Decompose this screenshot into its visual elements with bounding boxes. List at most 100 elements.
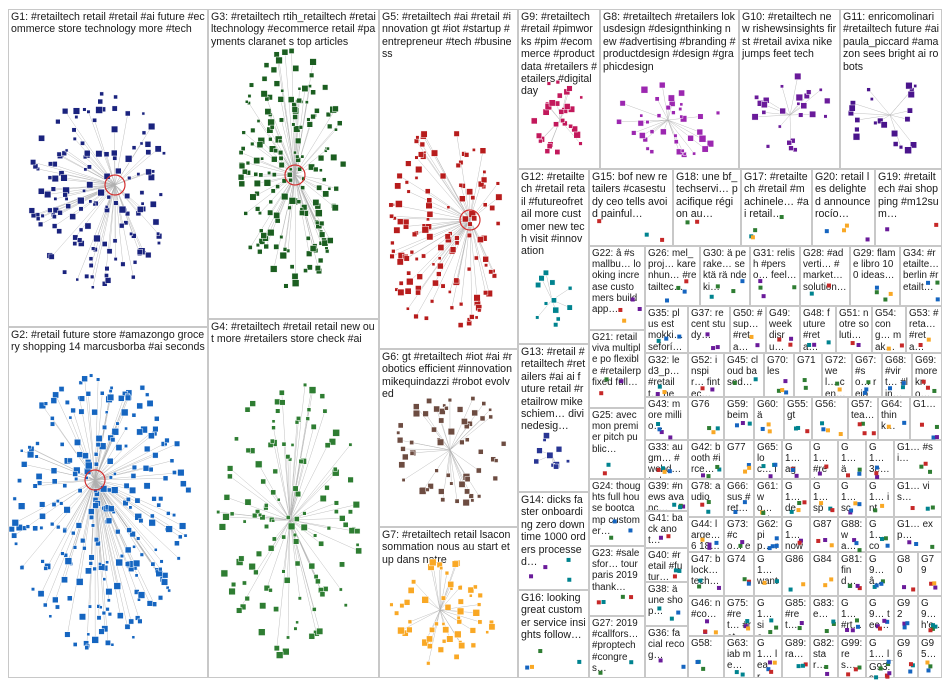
- node[interactable]: [111, 149, 118, 157]
- node[interactable]: [129, 531, 136, 538]
- node[interactable]: [558, 109, 565, 115]
- node[interactable]: [50, 521, 55, 527]
- node[interactable]: [313, 574, 319, 580]
- node[interactable]: [854, 618, 859, 623]
- node[interactable]: [874, 290, 879, 295]
- node[interactable]: [110, 642, 115, 647]
- node[interactable]: [445, 472, 451, 478]
- node[interactable]: [14, 541, 18, 546]
- node[interactable]: [660, 237, 665, 242]
- node[interactable]: [111, 486, 119, 494]
- group-cell-g116[interactable]: G1…: [910, 397, 942, 440]
- node[interactable]: [315, 578, 321, 585]
- node[interactable]: [97, 98, 103, 105]
- node[interactable]: [406, 270, 412, 276]
- node[interactable]: [536, 447, 543, 454]
- node[interactable]: [126, 527, 132, 533]
- node[interactable]: [476, 602, 482, 607]
- node[interactable]: [77, 488, 83, 494]
- node[interactable]: [479, 415, 486, 422]
- node[interactable]: [457, 322, 464, 328]
- node[interactable]: [118, 205, 127, 214]
- node[interactable]: [294, 491, 302, 498]
- node[interactable]: [914, 541, 919, 546]
- node[interactable]: [564, 103, 571, 110]
- group-cell-g46[interactable]: G46: n #co…: [688, 596, 724, 636]
- node[interactable]: [657, 427, 662, 432]
- node[interactable]: [172, 513, 177, 518]
- node[interactable]: [473, 584, 478, 590]
- node[interactable]: [64, 148, 69, 153]
- node[interactable]: [74, 115, 79, 119]
- node[interactable]: [74, 438, 81, 446]
- node[interactable]: [68, 415, 73, 420]
- node[interactable]: [347, 476, 354, 483]
- node[interactable]: [796, 508, 801, 513]
- node[interactable]: [37, 221, 44, 227]
- node[interactable]: [238, 180, 246, 188]
- node[interactable]: [925, 385, 930, 390]
- node[interactable]: [892, 141, 899, 147]
- group-cell-g96[interactable]: G96: [894, 636, 918, 678]
- group-cell-g39[interactable]: G39: #news avanc…: [645, 479, 688, 511]
- node[interactable]: [421, 596, 429, 604]
- node[interactable]: [451, 560, 459, 568]
- node[interactable]: [431, 149, 439, 157]
- node[interactable]: [802, 378, 807, 383]
- node[interactable]: [90, 523, 95, 528]
- node[interactable]: [281, 534, 287, 540]
- node[interactable]: [886, 346, 891, 351]
- hub-node[interactable]: [104, 174, 126, 196]
- node[interactable]: [396, 172, 403, 179]
- node[interactable]: [715, 464, 720, 469]
- node[interactable]: [446, 635, 454, 643]
- node[interactable]: [297, 596, 302, 601]
- node[interactable]: [108, 475, 113, 480]
- node[interactable]: [857, 548, 862, 553]
- node[interactable]: [495, 221, 501, 226]
- node[interactable]: [714, 540, 719, 545]
- node[interactable]: [15, 524, 23, 532]
- node[interactable]: [405, 160, 412, 167]
- node[interactable]: [145, 251, 152, 259]
- node[interactable]: [322, 408, 328, 414]
- node[interactable]: [317, 257, 324, 264]
- node[interactable]: [124, 394, 132, 401]
- node[interactable]: [701, 473, 706, 478]
- node[interactable]: [258, 512, 263, 517]
- node[interactable]: [319, 591, 326, 598]
- node[interactable]: [285, 515, 291, 520]
- node[interactable]: [32, 525, 39, 532]
- node[interactable]: [264, 524, 269, 529]
- node[interactable]: [48, 253, 55, 260]
- node[interactable]: [297, 166, 302, 172]
- node[interactable]: [273, 243, 280, 250]
- node[interactable]: [697, 584, 702, 589]
- node[interactable]: [414, 257, 419, 261]
- node[interactable]: [306, 121, 313, 128]
- node[interactable]: [322, 84, 329, 91]
- node[interactable]: [129, 486, 137, 494]
- node[interactable]: [406, 306, 410, 311]
- node[interactable]: [396, 258, 404, 266]
- node[interactable]: [500, 441, 507, 447]
- node[interactable]: [657, 384, 662, 389]
- node[interactable]: [270, 66, 278, 74]
- node[interactable]: [470, 195, 476, 201]
- group-cell-g43[interactable]: G43: more millio…: [645, 397, 688, 440]
- node[interactable]: [908, 669, 913, 674]
- node[interactable]: [295, 620, 299, 625]
- node[interactable]: [434, 468, 439, 473]
- node[interactable]: [185, 487, 192, 494]
- node[interactable]: [546, 143, 553, 150]
- node[interactable]: [268, 199, 273, 205]
- node[interactable]: [656, 338, 661, 343]
- node[interactable]: [902, 621, 907, 626]
- group-cell-g1[interactable]: G1: #retailtech retail #retail #ai futur…: [8, 9, 208, 327]
- group-cell-g26[interactable]: G26: mel_proj… karenhun… #retailtec…: [645, 246, 700, 306]
- node[interactable]: [55, 499, 60, 504]
- node[interactable]: [824, 664, 829, 669]
- node[interactable]: [406, 278, 414, 286]
- node[interactable]: [106, 457, 114, 465]
- node[interactable]: [326, 526, 331, 531]
